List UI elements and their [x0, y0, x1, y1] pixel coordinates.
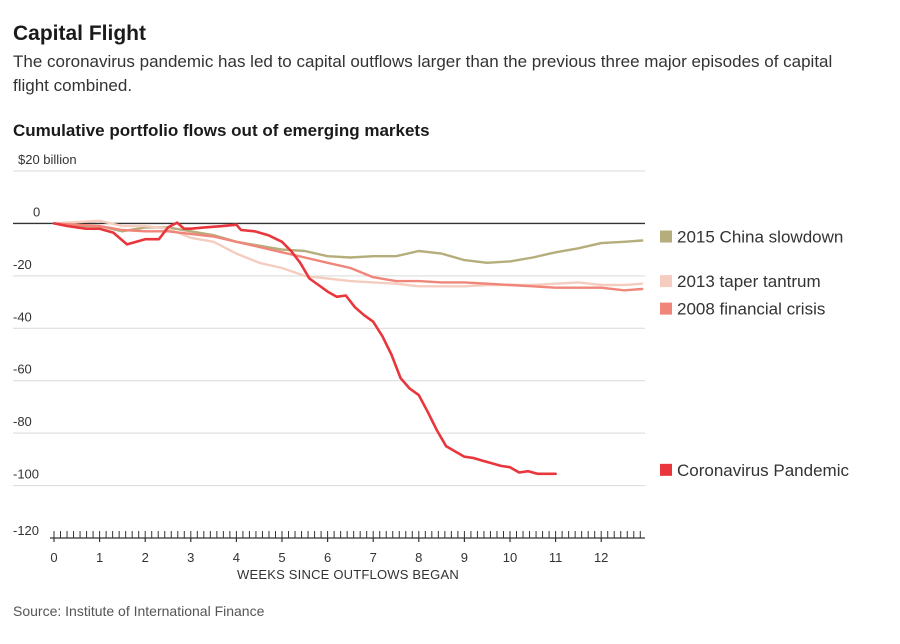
y-tick-label: -100 [13, 467, 39, 482]
series-line-2013-taper-tantrum [52, 219, 644, 288]
x-tick-label: 6 [324, 550, 331, 565]
legend-item: 2013 taper tantrum [660, 272, 821, 291]
x-tick-label: 4 [233, 550, 240, 565]
series-lines [52, 219, 644, 476]
y-tick-label: -20 [13, 257, 32, 272]
legend: 2015 China slowdown 2013 taper tantrum 200… [660, 228, 849, 480]
y-tick-label: -60 [13, 362, 32, 377]
legend-label: Coronavirus Pandemic [677, 461, 849, 480]
y-tick-label: -40 [13, 309, 32, 324]
x-tick-label: 3 [187, 550, 194, 565]
legend-swatch [660, 275, 672, 288]
chart-title-main: Capital Flight [13, 22, 146, 45]
x-tick-label: 8 [415, 550, 422, 565]
legend-item: 2015 China slowdown [660, 228, 843, 247]
x-axis: 0 1 2 3 4 5 6 7 8 9 10 11 12 [50, 531, 645, 565]
series-line-2008-financial-crisis [52, 222, 644, 292]
x-tick-label: 9 [461, 550, 468, 565]
y-axis-ticks: $20 billion 0 -20 -40 -60 -80 -100 -120 [13, 152, 77, 538]
x-tick-label: 12 [594, 550, 608, 565]
legend-item: Coronavirus Pandemic [660, 461, 849, 480]
x-tick-label: 7 [370, 550, 377, 565]
series-line-coronavirus-pandemic [52, 221, 557, 476]
x-tick-label: 1 [96, 550, 103, 565]
legend-label: 2015 China slowdown [677, 228, 843, 247]
x-tick-label: 0 [50, 550, 57, 565]
x-tick-label: 11 [549, 550, 563, 565]
chart-subtitle: The coronavirus pandemic has led to capi… [13, 52, 833, 95]
legend-swatch [660, 463, 672, 476]
legend-swatch [660, 302, 672, 315]
x-tick-label: 10 [503, 550, 517, 565]
y-tick-label: -80 [13, 414, 32, 429]
chart-heading: Cumulative portfolio flows out of emergi… [13, 121, 430, 140]
source-note: Source: Institute of International Finan… [13, 603, 265, 619]
legend-label: 2013 taper tantrum [677, 272, 821, 291]
x-axis-label: WEEKS SINCE OUTFLOWS BEGAN [237, 567, 459, 582]
grid-lines [13, 170, 645, 487]
x-tick-label: 5 [278, 550, 285, 565]
legend-item: 2008 financial crisis [660, 300, 825, 319]
y-tick-label: 0 [33, 204, 40, 219]
y-tick-label: $20 billion [18, 152, 77, 167]
y-tick-label: -120 [13, 523, 39, 538]
series-line-2015-china-slowdown [52, 222, 644, 264]
x-tick-label: 2 [142, 550, 149, 565]
legend-label: 2008 financial crisis [677, 300, 825, 319]
legend-swatch [660, 230, 672, 243]
